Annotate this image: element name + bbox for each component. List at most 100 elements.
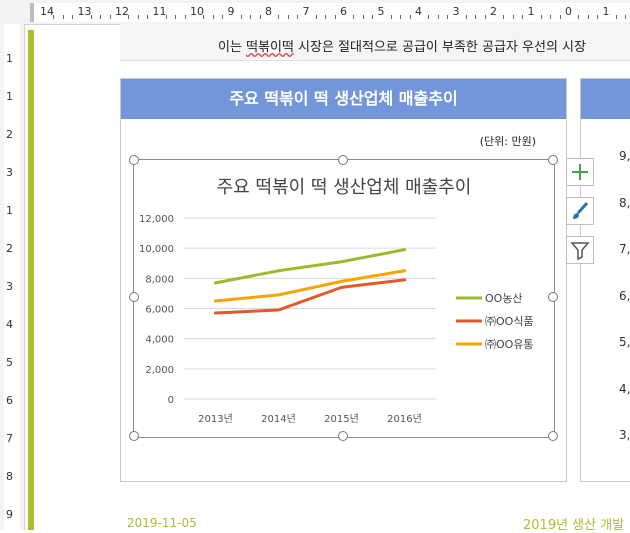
brush-icon <box>573 201 589 219</box>
ruler-tick <box>353 15 355 19</box>
data-point <box>340 279 343 283</box>
ruler-number: 14 <box>40 5 54 18</box>
line-chart[interactable]: 주요 떡볶이 떡 생산업체 매출추이 12,000 10,000 8,000 6,000… <box>134 160 554 437</box>
ruler-tick <box>625 15 627 19</box>
ruler-tick <box>409 15 411 19</box>
ruler-tick <box>259 15 261 19</box>
ruler-tick <box>587 15 589 19</box>
footer-date: 2019-11-05 <box>127 516 197 530</box>
resize-handle[interactable] <box>338 431 348 441</box>
x-tick-label: 2016년 <box>387 413 422 425</box>
data-point <box>214 281 217 285</box>
ruler-tick <box>503 15 505 19</box>
ruler-tick <box>578 15 580 19</box>
ruler-tick <box>428 15 430 19</box>
ruler-tick <box>484 15 486 19</box>
right-axis-label: 5,0 <box>619 335 630 349</box>
ruler-number: 1 <box>6 52 13 65</box>
unit-label: (단위: 만원) <box>479 135 536 148</box>
ruler-tick <box>475 15 477 19</box>
right-chart-card: 9,0 8,0 7,0 6,0 5,0 4,0 3,0 <box>580 78 630 482</box>
horizontal-ruler[interactable]: 14 13 12 11 10 9 8 7 6 5 4 3 2 1 0 1 <box>0 0 630 25</box>
ruler-number: 11 <box>152 5 167 18</box>
y-tick-label: 6,000 <box>145 305 174 316</box>
ruler-tick <box>297 15 299 19</box>
ruler-number: 1 <box>6 204 13 217</box>
ruler-number: 3 <box>6 280 13 293</box>
ruler-tick <box>437 15 439 19</box>
ruler-tick <box>240 15 242 19</box>
ruler-tick <box>334 15 336 19</box>
filter-icon <box>570 242 590 261</box>
ruler-tick <box>372 15 374 19</box>
body-text[interactable]: 이는 떡볶이떡 시장은 절대적으로 공급이 부족한 공급자 우선의 시장 <box>218 40 586 55</box>
ruler-tick <box>559 15 561 19</box>
ruler-tick <box>62 15 64 19</box>
vertical-ruler[interactable]: 1 1 2 3 1 2 3 4 5 6 7 8 9 <box>0 24 25 530</box>
legend-label: ㈜OO식품 <box>485 315 534 328</box>
chart-elements-button[interactable] <box>566 158 594 186</box>
chart-object[interactable]: 주요 떡볶이 떡 생산업체 매출추이 12,000 10,000 8,000 6,000… <box>133 159 555 438</box>
chart-filters-button[interactable] <box>566 236 594 264</box>
chart-title: 주요 떡볶이 떡 생산업체 매출추이 <box>217 177 472 198</box>
y-tick-label: 12,000 <box>139 214 174 225</box>
footer-heading: 2019년 생산 개발 <box>523 518 625 533</box>
ruler-tick <box>212 15 214 19</box>
chart-styles-button[interactable] <box>566 197 594 225</box>
ruler-tick <box>325 15 327 19</box>
ruler-margin-marker[interactable] <box>30 3 34 22</box>
ruler-tick <box>512 15 514 19</box>
data-point <box>340 285 343 289</box>
ruler-tick <box>222 15 224 19</box>
ruler-tick <box>278 15 280 19</box>
data-point <box>214 311 217 315</box>
resize-handle[interactable] <box>129 431 139 441</box>
ruler-tick <box>597 15 599 19</box>
ruler-tick <box>465 15 467 19</box>
data-point <box>403 248 406 252</box>
right-axis-label: 9,0 <box>619 149 630 163</box>
ruler-tick <box>203 15 205 19</box>
resize-handle[interactable] <box>548 431 558 441</box>
ruler-tick <box>109 15 111 19</box>
ruler-number: 2 <box>490 5 497 18</box>
right-axis-label: 3,0 <box>619 428 630 442</box>
ruler-tick <box>100 15 102 19</box>
ruler-number: 7 <box>6 432 13 445</box>
ruler-tick <box>72 15 74 19</box>
x-tick-label: 2015년 <box>324 413 359 425</box>
ruler-number: 1 <box>602 5 610 18</box>
ruler-number: 5 <box>377 5 385 18</box>
ruler-number: 1 <box>527 5 535 18</box>
ruler-tick <box>165 15 167 19</box>
ruler-number: 6 <box>340 5 347 18</box>
data-point <box>277 308 280 312</box>
y-tick-label: 2,000 <box>145 365 174 376</box>
resize-handle[interactable] <box>338 155 348 165</box>
series-line <box>214 248 406 285</box>
data-point <box>340 260 343 264</box>
ruler-number: 2 <box>6 128 13 141</box>
ruler-tick <box>390 15 392 19</box>
y-tick-label: 4,000 <box>145 335 174 346</box>
ruler-number: 13 <box>77 5 92 18</box>
spellcheck-marked-word: 떡볶이떡 <box>246 40 294 55</box>
ruler-tick <box>128 15 130 19</box>
ruler-number: 10 <box>190 5 204 18</box>
x-tick-label: 2014년 <box>261 413 296 425</box>
resize-handle[interactable] <box>129 155 139 165</box>
ruler-number: 8 <box>6 470 13 483</box>
document-text-strip[interactable]: 이는 떡볶이떡 시장은 절대적으로 공급이 부족한 공급자 우선의 시장 <box>120 24 630 61</box>
ruler-tick <box>315 15 317 19</box>
resize-handle[interactable] <box>129 292 139 302</box>
ruler-tick <box>540 15 542 19</box>
ruler-tick <box>184 15 186 19</box>
y-tick-label: 10,000 <box>139 244 174 255</box>
resize-handle[interactable] <box>548 292 558 302</box>
x-tick-label: 2013년 <box>198 413 233 425</box>
ruler-number: 2 <box>6 242 13 255</box>
resize-handle[interactable] <box>548 155 558 165</box>
ruler-number: 8 <box>265 5 272 18</box>
data-point <box>277 269 280 273</box>
ruler-strip <box>30 3 630 22</box>
